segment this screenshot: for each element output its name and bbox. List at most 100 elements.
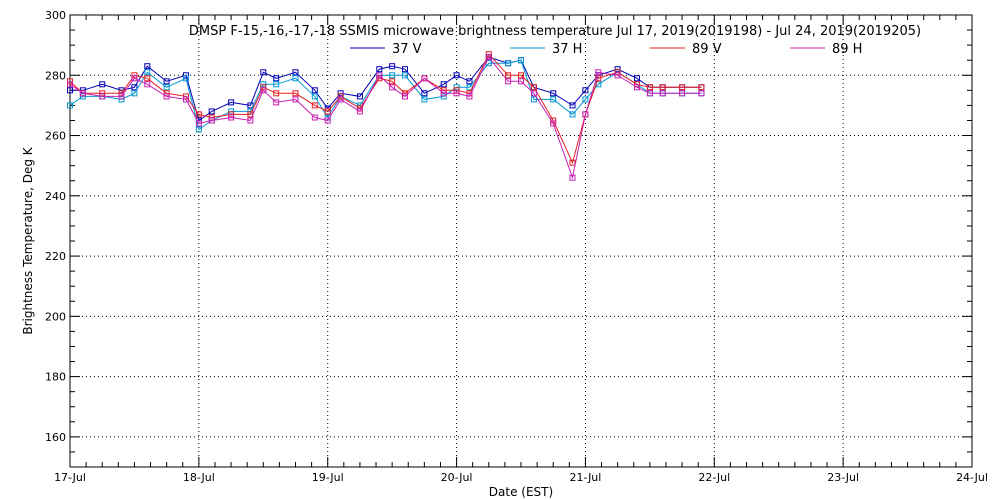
- series-line-89-h: [69, 56, 702, 180]
- data-point: [67, 102, 73, 109]
- data-point: [144, 63, 151, 70]
- data-point: [582, 111, 589, 118]
- data-point: [466, 93, 473, 100]
- x-tick-label: 22-Jul: [698, 471, 730, 484]
- series-37-v: [67, 54, 705, 124]
- y-tick-label: 300: [45, 9, 66, 22]
- data-point: [324, 117, 331, 124]
- data-point: [260, 69, 267, 76]
- data-point: [195, 120, 202, 127]
- data-point: [421, 96, 428, 103]
- chart-title: DMSP F-15,-16,-17,-18 SSMIS microwave br…: [189, 24, 921, 39]
- data-point: [505, 60, 512, 67]
- data-point: [389, 84, 396, 91]
- data-point: [440, 90, 447, 97]
- y-axis-label: Brightness Temperature, Deg K: [21, 146, 35, 334]
- x-tick-label: 19-Jul: [312, 471, 344, 484]
- data-point: [292, 96, 299, 103]
- series-37-h: [67, 57, 705, 133]
- data-point: [679, 84, 686, 91]
- data-point: [324, 108, 331, 115]
- data-point: [260, 87, 267, 94]
- data-point: [273, 81, 280, 88]
- data-point: [440, 81, 447, 88]
- data-point: [273, 75, 280, 82]
- data-point: [337, 96, 344, 103]
- series-89-v: [67, 51, 705, 166]
- data-point: [518, 72, 524, 79]
- data-point: [614, 66, 621, 73]
- x-tick-label: 23-Jul: [827, 471, 859, 484]
- data-point: [646, 90, 653, 97]
- data-point: [376, 72, 383, 79]
- data-point: [99, 81, 106, 88]
- data-point: [163, 78, 170, 85]
- data-point: [582, 96, 589, 103]
- data-point: [376, 66, 383, 73]
- data-point: [273, 90, 280, 97]
- data-point: [595, 75, 602, 82]
- x-tick-label: 17-Jul: [54, 471, 86, 484]
- data-point: [292, 75, 299, 82]
- data-point: [402, 93, 408, 100]
- data-point: [273, 99, 280, 106]
- y-tick-label: 260: [45, 130, 66, 143]
- data-point: [163, 93, 170, 100]
- data-point: [356, 93, 363, 100]
- data-point: [208, 117, 215, 124]
- data-point: [99, 90, 106, 97]
- data-point: [698, 84, 705, 91]
- axis-ticks: [69, 14, 973, 468]
- data-point: [485, 54, 492, 61]
- data-point: [518, 57, 524, 64]
- data-point: [614, 72, 621, 79]
- data-point: [311, 93, 318, 100]
- data-point: [453, 90, 460, 97]
- data-point: [440, 93, 447, 100]
- data-point: [195, 126, 202, 133]
- data-point: [550, 90, 557, 97]
- data-point: [228, 99, 235, 106]
- data-point: [144, 69, 151, 76]
- data-point: [698, 90, 705, 97]
- legend-item-37-v: 37 V: [350, 42, 422, 57]
- data-point: [131, 75, 138, 82]
- data-point: [311, 87, 318, 94]
- legend-label: 37 V: [392, 42, 422, 57]
- data-point: [67, 81, 73, 88]
- data-point: [389, 72, 396, 79]
- data-point: [389, 78, 396, 85]
- data-point: [144, 81, 151, 88]
- data-point: [505, 72, 512, 79]
- data-point: [183, 96, 189, 103]
- y-tick-label: 180: [45, 371, 66, 384]
- data-point: [679, 90, 686, 97]
- legend: 37 V 37 H 89 V 89 H: [350, 42, 862, 57]
- data-point: [421, 75, 428, 82]
- data-point: [550, 120, 557, 127]
- data-point: [67, 87, 73, 94]
- data-point: [402, 72, 408, 79]
- data-point: [505, 78, 512, 85]
- data-point: [183, 75, 189, 82]
- data-point: [646, 84, 653, 91]
- data-point: [421, 90, 428, 97]
- x-tick-label: 24-Jul: [956, 471, 988, 484]
- legend-label: 89 H: [832, 42, 862, 57]
- data-point: [144, 75, 151, 82]
- y-tick-label: 240: [45, 190, 66, 203]
- data-point: [311, 114, 318, 121]
- y-tick-labels: 160 180 200 220 240 260 280 300: [45, 9, 66, 444]
- data-point: [131, 90, 138, 97]
- x-tick-label: 20-Jul: [441, 471, 473, 484]
- data-point: [99, 93, 106, 100]
- data-point: [163, 84, 170, 91]
- data-point: [569, 159, 576, 166]
- grid-lines: [70, 15, 972, 467]
- data-point: [634, 75, 640, 82]
- legend-item-37-h: 37 H: [510, 42, 582, 57]
- data-point: [634, 84, 640, 91]
- x-tick-label: 21-Jul: [569, 471, 601, 484]
- series-line-89-v: [69, 53, 702, 165]
- data-point: [659, 84, 666, 91]
